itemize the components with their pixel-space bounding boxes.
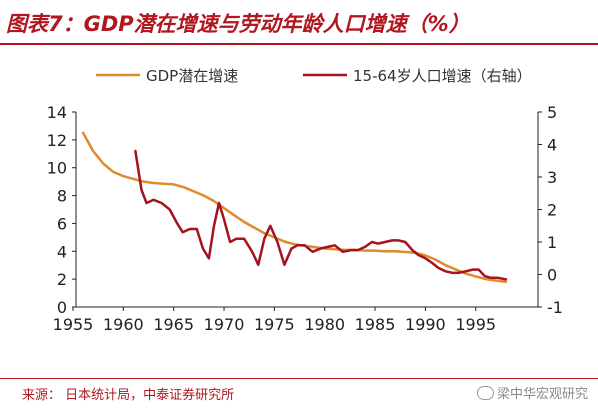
left-y-tick-label: 4	[57, 242, 67, 261]
watermark-label: 梁中华宏观研究	[496, 387, 588, 402]
left-y-tick-label: 0	[57, 298, 67, 317]
source-note: 来源： 日本统计局，中泰证券研究所	[22, 388, 235, 403]
x-tick-label: 1955	[53, 315, 94, 334]
x-tick-label: 1995	[455, 315, 496, 334]
x-tick-label: 1970	[204, 315, 245, 334]
x-tick-label: 1965	[153, 315, 194, 334]
left-y-tick-label: 12	[47, 131, 67, 150]
left-y-tick-label: 8	[57, 187, 67, 206]
legend-label: GDP潜在增速	[146, 67, 238, 85]
chart-title: 图表7：GDP潜在增速与劳动年龄人口增速（%）	[6, 12, 470, 36]
left-y-tick-label: 6	[57, 214, 67, 233]
series-line-gdp-potential-growth	[81, 131, 508, 284]
legend-label: 15-64岁人口增速（右轴）	[353, 67, 532, 85]
x-tick-label: 1980	[304, 315, 345, 334]
watermark: 梁中华宏观研究	[476, 383, 588, 402]
right-y-tick-label: 3	[547, 168, 557, 187]
right-y-tick-label: 0	[547, 266, 557, 285]
title-divider	[0, 43, 598, 45]
right-y-tick-label: 5	[547, 103, 557, 122]
right-y-tick-label: -1	[547, 298, 563, 317]
x-tick-label: 1975	[254, 315, 295, 334]
x-tick-label: 1990	[405, 315, 446, 334]
footer-divider	[0, 378, 598, 379]
x-tick-label: 1985	[355, 315, 396, 334]
right-y-tick-label: 1	[547, 233, 557, 252]
left-y-tick-label: 14	[47, 103, 67, 122]
series-line-working-age-population-growth	[134, 149, 508, 281]
left-y-tick-label: 2	[57, 270, 67, 289]
right-y-tick-label: 2	[547, 201, 557, 220]
right-y-tick-label: 4	[547, 136, 557, 155]
wechat-icon	[476, 386, 494, 400]
x-tick-label: 1960	[103, 315, 144, 334]
left-y-tick-label: 10	[47, 159, 67, 178]
